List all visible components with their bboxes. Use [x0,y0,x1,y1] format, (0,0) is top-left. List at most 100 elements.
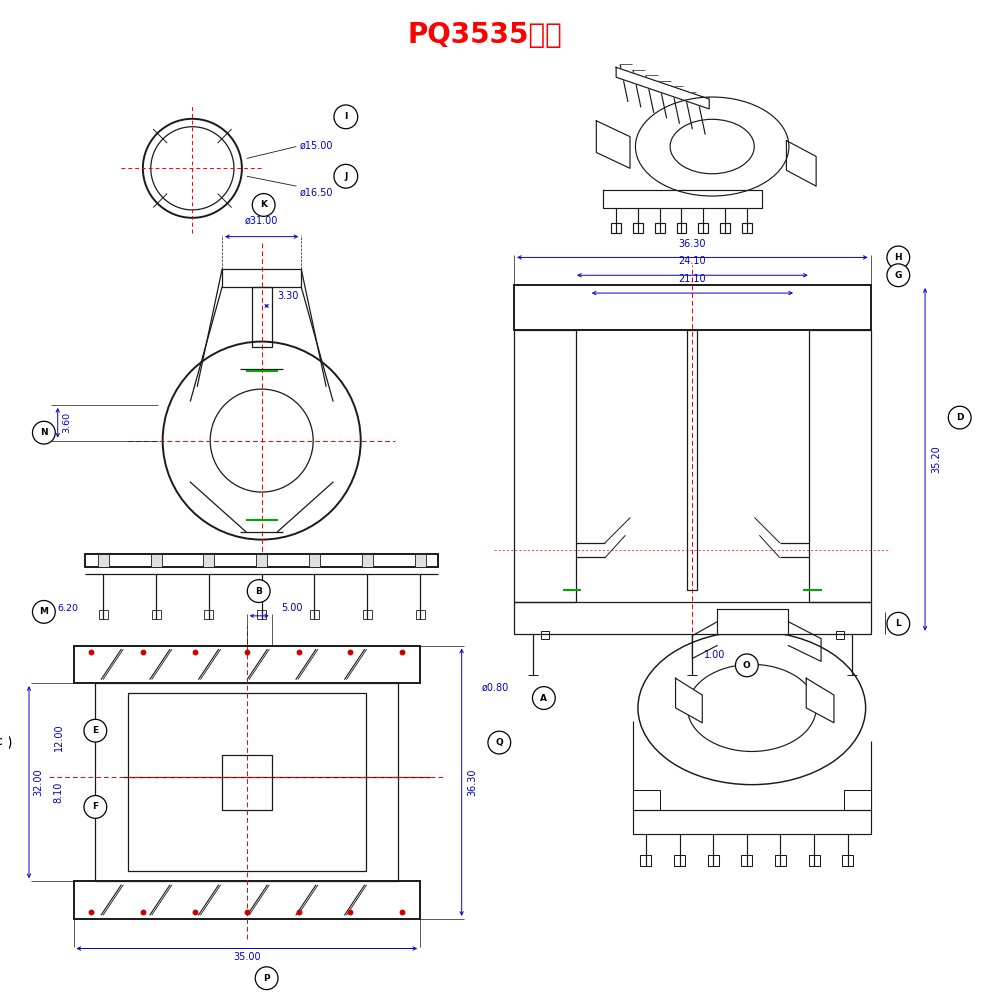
Bar [741,855,752,866]
Text: 32.00: 32.00 [33,768,43,796]
Text: 21.10: 21.10 [679,274,706,284]
Bar [611,223,621,233]
Bar [809,330,871,602]
Text: P: P [263,974,270,983]
Circle shape [334,105,358,129]
Polygon shape [633,810,871,834]
Circle shape [887,264,910,287]
Bar [674,855,685,866]
Circle shape [84,719,107,742]
Bar [416,610,425,619]
Polygon shape [603,190,762,208]
Text: 24.10: 24.10 [679,256,706,266]
Text: L: L [895,619,901,628]
Circle shape [488,731,511,754]
Bar [98,554,109,567]
Bar [99,610,108,619]
Bar [514,330,576,602]
Text: G: G [895,271,902,280]
Text: ø16.50: ø16.50 [299,188,333,198]
Circle shape [887,246,910,269]
Text: D: D [956,413,963,422]
Polygon shape [717,609,788,634]
Bar [633,223,643,233]
Circle shape [252,194,275,216]
Circle shape [948,406,971,429]
Polygon shape [616,67,709,109]
Text: Q: Q [495,738,503,747]
Polygon shape [596,121,630,168]
Bar [204,610,213,619]
Bar [698,223,708,233]
Text: I: I [344,112,348,121]
Polygon shape [676,678,702,723]
Circle shape [247,580,270,602]
Bar [677,223,686,233]
Bar [775,855,786,866]
Bar [809,855,820,866]
Circle shape [84,796,107,818]
Text: 35.20: 35.20 [931,446,941,473]
Bar [152,610,161,619]
Text: F: F [92,802,98,811]
Text: O: O [743,661,751,670]
Text: 6.20: 6.20 [58,604,79,613]
Bar [842,855,853,866]
Text: A: A [540,694,547,703]
Text: H: H [895,253,902,262]
Text: E: E [92,726,98,735]
Circle shape [887,612,910,635]
Text: J: J [344,172,348,181]
Text: 3.60: 3.60 [63,412,72,433]
Text: 35.00: 35.00 [233,952,261,962]
Bar [128,693,366,871]
Bar [257,610,266,619]
Text: M: M [39,607,48,616]
Bar [655,223,665,233]
Polygon shape [844,790,871,810]
Polygon shape [633,790,660,810]
Bar [415,554,426,567]
Bar [203,554,214,567]
Bar [514,602,871,634]
Text: PQ3535双槽: PQ3535双槽 [407,21,562,49]
Bar [252,287,272,347]
Circle shape [255,967,278,990]
Circle shape [32,600,55,623]
Bar [95,683,398,881]
Bar [74,646,420,683]
Bar [310,610,319,619]
Bar [363,610,372,619]
Bar [151,554,162,567]
Text: ø0.80: ø0.80 [482,683,509,693]
Bar [256,554,267,567]
Text: 3.30: 3.30 [278,291,299,301]
Bar [836,631,844,639]
Text: K: K [260,200,267,209]
Bar [309,554,320,567]
Bar [222,269,301,287]
Text: 12.00: 12.00 [54,724,64,751]
Circle shape [334,164,358,188]
Polygon shape [806,678,834,723]
Bar [720,223,730,233]
Bar [74,881,420,919]
Text: 36.30: 36.30 [679,239,706,249]
Text: 8.10: 8.10 [54,781,64,803]
Bar [687,330,697,590]
Bar [514,285,871,330]
Text: C: C [0,738,3,747]
Bar [742,223,752,233]
Text: 1.00: 1.00 [704,650,726,660]
Bar [85,554,438,567]
Bar [362,554,373,567]
Circle shape [32,421,55,444]
Text: ø31.00: ø31.00 [245,216,278,226]
Text: N: N [40,428,48,437]
Circle shape [735,654,758,677]
Text: 5.00: 5.00 [281,603,303,613]
Bar [541,631,549,639]
Bar [640,855,651,866]
Circle shape [532,687,555,709]
Bar [222,755,272,810]
